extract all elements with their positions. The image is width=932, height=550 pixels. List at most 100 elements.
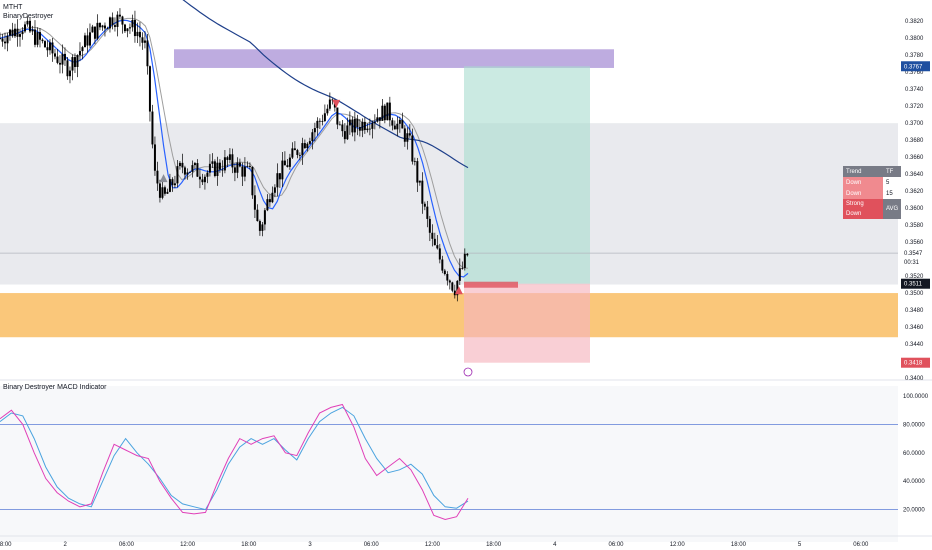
price-tick-label: 0.3440 [905,342,924,348]
candle-body [371,122,374,129]
candle-body [406,133,409,142]
candle-body [216,162,219,177]
candle-body [123,24,126,32]
price-tick-label: 0.3780 [905,53,924,59]
target-price-badge-bg [901,61,930,72]
candle-body [36,32,39,45]
candle-body [223,157,226,171]
candle-body [0,38,1,40]
candle-body [93,26,96,39]
candle-body [136,31,139,37]
candle-body [41,39,44,42]
trend-header: Trend [843,166,883,177]
time-tick-label: 3 [308,542,312,548]
candle-body [256,209,259,222]
candle-body [431,232,434,239]
candle-body [218,162,221,170]
candle-body [236,162,239,173]
candle-body [118,14,121,17]
time-tick-label: 18:00 [0,542,12,548]
candle-body [288,157,291,167]
candle-body [368,128,371,130]
candle-body [246,165,249,167]
candle-body [276,173,279,188]
price-tick-label: 0.3740 [905,87,924,93]
candle-body [66,60,69,77]
candle-body [233,167,236,173]
candle-body [171,179,174,186]
candle-body [143,40,146,43]
candle-body [266,199,269,211]
current-price-badge: 0.3547 [904,251,923,257]
candle-body [58,62,61,65]
candle-body [231,154,234,168]
target-price-badge: 0.3767 [904,64,923,70]
price-tick-label: 0.3820 [905,19,924,25]
candle-body [173,183,176,186]
candle-body [111,17,114,26]
entry-marker [464,281,518,288]
candle-body [428,218,431,233]
candle-body [423,203,426,207]
candle-body [463,253,466,268]
price-tick-label: 0.3520 [905,274,924,280]
candle-body [241,166,244,177]
countdown-label: 00:31 [904,260,920,266]
candle-body [273,187,276,193]
trend-table-row: Down 5 [843,177,902,188]
candle-body [403,128,406,142]
candle-body [51,42,54,54]
candle-body [436,245,439,249]
time-tick-label: 18:00 [731,542,747,548]
candle-body [326,108,329,114]
time-tick-label: 06:00 [119,542,135,548]
candle-body [286,165,289,167]
candle-body [381,105,384,121]
candle-body [441,259,444,271]
candle-body [213,161,216,177]
candle-body [281,160,284,180]
candle-body [446,273,449,281]
time-tick-label: 5 [798,542,802,548]
candle-body [88,32,91,46]
candle-body [191,165,194,172]
time-tick-label: 12:00 [670,542,686,548]
candle-body [248,165,251,167]
k-line [0,403,469,521]
price-tick-label: 0.3640 [905,172,924,178]
trend-cell: Down [843,188,883,199]
stop-price-badge-bg [901,357,930,368]
price-tick-label: 0.3460 [905,325,924,331]
price-tick-label: 0.3760 [905,70,924,76]
price-axis-bg [898,0,932,550]
candle-body [316,120,319,129]
candle-body [113,25,116,27]
candle-body [6,35,9,44]
candle-body [336,107,339,125]
buy-marker-icon [454,286,463,295]
candle-body [26,20,29,25]
demand-zone [0,293,898,338]
candle-body [268,199,271,203]
target-box [464,66,590,284]
candle-body [243,166,246,177]
candle-body [206,172,209,177]
candle-body [83,35,86,48]
candle-body [183,167,186,175]
candle-body [138,31,141,38]
candle-body [121,16,124,25]
candle-body [303,143,306,149]
candle-body [43,41,46,48]
candle-body [201,179,204,183]
candle-body [168,179,171,192]
candle-body [176,166,179,184]
candle-body [178,162,181,167]
candle-body [116,14,119,27]
candle-body [238,162,241,167]
candle-body [151,111,154,145]
candle-body [391,120,394,126]
price-tick-label: 0.3620 [905,189,924,195]
entry-price-badge: 0.3511 [904,282,923,288]
candle-body [228,154,231,160]
